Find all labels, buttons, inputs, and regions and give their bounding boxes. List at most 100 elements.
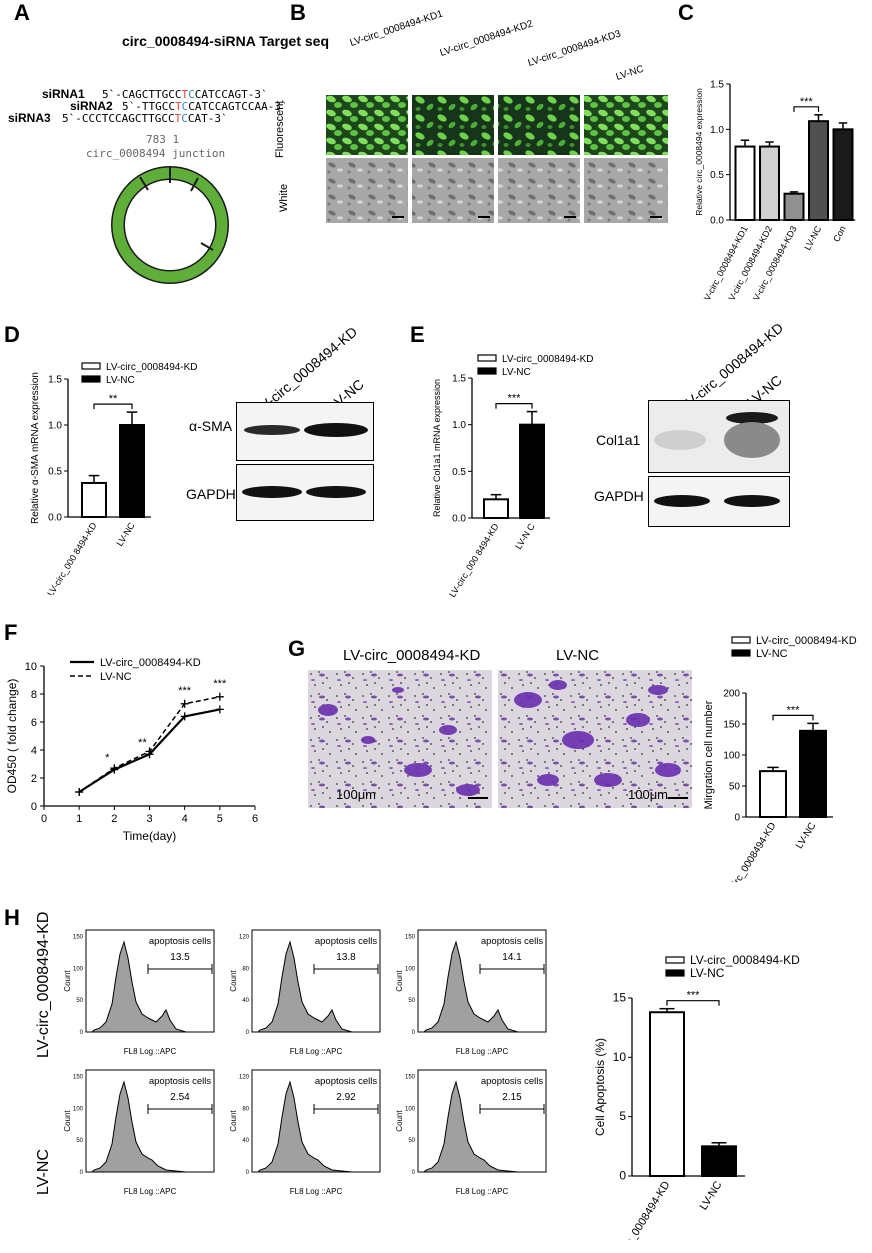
flow-histogram: apoptosis cells 2.92 0 40 80 120 Count FL8 Log … <box>229 1069 381 1196</box>
y-tick-label: 6 <box>31 717 37 729</box>
gate-value: 13.5 <box>170 952 190 963</box>
sirna-seq-blue: C <box>181 100 189 113</box>
blot-row-label: Col1a1 <box>596 432 641 448</box>
histogram-frame <box>85 929 215 1033</box>
micro-column-label: LV-circ_0008494-KD2 <box>438 18 535 60</box>
panel-e-label: E <box>410 322 425 347</box>
y-tick-label: 0 <box>31 801 37 813</box>
sirna-seq-post: CAT-3` <box>187 112 228 125</box>
y-axis-label: Count <box>395 970 404 992</box>
panel-a-label: A <box>14 0 30 25</box>
bar <box>799 729 827 818</box>
histogram-peak <box>256 1080 353 1173</box>
y-tick-label: 10 <box>613 1050 627 1064</box>
y-tick-label: 5 <box>619 1109 626 1123</box>
flow-histogram: apoptosis cells 13.5 0 50 100 150 Count FL8 Log… <box>63 929 215 1056</box>
y-axis-label: Count <box>229 970 238 992</box>
sirna-seq-red: T <box>174 112 182 125</box>
western-blot-e <box>648 400 790 527</box>
significance-label: *** <box>508 393 522 405</box>
category-label: LV-NC <box>802 224 823 252</box>
category-label: LV-circ_000 8494-KD <box>45 520 99 595</box>
significance-bracket <box>772 714 814 721</box>
sirna-seq-post: CATCCAGT-3` <box>194 88 268 101</box>
sirna-seq-red: T <box>181 88 189 101</box>
significance-bracket <box>93 403 133 410</box>
bar <box>701 1145 737 1177</box>
bar <box>783 192 805 221</box>
bar <box>832 128 854 221</box>
gate-label: apoptosis cells <box>149 1076 212 1087</box>
micro-column-label: LV-circ_0008494-KD3 <box>526 28 623 70</box>
x-axis-label: FL8 Log ::APC <box>290 1187 343 1196</box>
y-tick-label: 80 <box>242 966 249 972</box>
flow-histogram: apoptosis cells 2.54 0 50 100 150 Count FL8 Log… <box>63 1069 215 1196</box>
y-tick-label: 0.5 <box>710 170 724 181</box>
flow-histogram: apoptosis cells 2.15 0 50 100 150 Count FL8 Log… <box>395 1069 547 1196</box>
legend-swatch <box>81 375 101 383</box>
y-tick-label: 40 <box>242 1138 249 1144</box>
legend-label: LV-circ_0008494-KD <box>106 362 198 373</box>
flow-histogram: apoptosis cells 13.8 0 40 80 120 Count FL8 Log … <box>229 929 381 1056</box>
significance-label: *** <box>787 704 801 716</box>
y-tick-label: 100 <box>73 1106 84 1112</box>
y-axis-label: Relative α-SMA mRNA expression <box>30 372 41 524</box>
y-axis-label: Count <box>63 1110 72 1132</box>
x-tick-label: 0 <box>41 813 47 825</box>
sirna-seq-post: CATCCAGTCCAA-3` <box>188 100 288 113</box>
sirna-seq-blue: C <box>188 88 195 101</box>
legend-swatch <box>477 354 497 362</box>
junction-numbers: 783 1 <box>146 133 180 146</box>
panel-f-label: F <box>4 620 18 645</box>
sirna-title: circ_0008494-siRNA Target seq <box>122 33 329 49</box>
bar <box>808 120 829 221</box>
x-tick-label: 6 <box>252 813 258 825</box>
blot-row-label: α-SMA <box>189 418 233 434</box>
circrna-diagram <box>111 166 229 284</box>
microscopy-grid <box>326 95 668 223</box>
x-axis-label: FL8 Log ::APC <box>124 1047 177 1056</box>
sirna-seq-pre: 5`-TTGCC <box>122 100 175 113</box>
legend-swatch <box>731 649 751 657</box>
chart-d: 0.0 0.5 1.0 1.5 Relative α-SMA mRNA expressi… <box>30 362 198 595</box>
histogram-frame <box>417 1069 547 1173</box>
significance-bracket <box>495 403 533 409</box>
y-axis-label: Relative circ_0008494 expression <box>694 88 704 216</box>
histogram-frame <box>85 1069 215 1173</box>
panel-d-label: D <box>4 322 20 347</box>
y-axis-label: Mirgration cell number <box>703 700 715 809</box>
data-point <box>180 712 189 721</box>
gate-value: 13.8 <box>336 952 356 963</box>
legend-swatch <box>81 362 101 370</box>
x-axis-label: FL8 Log ::APC <box>124 1187 177 1196</box>
x-tick-label: 5 <box>217 813 223 825</box>
category-label: LV-NC <box>698 1179 725 1212</box>
gate-value: 2.15 <box>502 1092 522 1103</box>
category-label: Con <box>831 224 848 243</box>
category-label: LV-circ_000 8494-KD <box>447 521 501 598</box>
scale-bar-label: 100μm <box>336 787 377 802</box>
legend-label: LV-circ_0008494-KD <box>690 953 800 967</box>
y-tick-label: 0.0 <box>48 513 62 524</box>
y-tick-label: 2 <box>31 773 37 785</box>
legend-swatch <box>477 367 497 375</box>
y-tick-label: 1.5 <box>710 80 724 91</box>
row-label-fluorescent: Fluorescent <box>274 100 286 158</box>
y-tick-label: 40 <box>242 998 249 1004</box>
y-tick-label: 80 <box>242 1106 249 1112</box>
y-axis-label: Count <box>63 970 72 992</box>
y-axis-label: Count <box>229 1110 238 1132</box>
significance-label: *** <box>800 96 814 108</box>
chart-h: 0 5 10 15 Cell Apoptosis (%) LV-circ_0008494-… <box>593 953 800 1240</box>
blot-row-label: GAPDH <box>594 488 644 504</box>
y-tick-label: 1.0 <box>710 125 724 136</box>
chart-e: 0.0 0.5 1.0 1.5 Relative Col1a1 mRNA express… <box>432 354 594 598</box>
y-tick-label: 50 <box>408 998 415 1004</box>
panel-h-label: H <box>4 905 20 930</box>
legend-label: LV-circ_0008494-KD <box>502 354 594 365</box>
data-point <box>180 699 189 708</box>
y-tick-label: 200 <box>723 689 740 700</box>
bar <box>759 770 787 818</box>
y-tick-label: 120 <box>239 934 250 940</box>
legend-swatch <box>731 636 751 644</box>
